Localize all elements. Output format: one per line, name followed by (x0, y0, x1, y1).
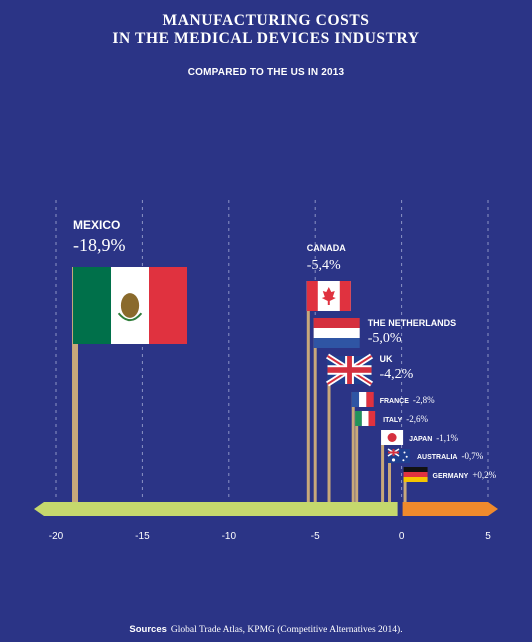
chart-title-line1: MANUFACTURING COSTS (162, 12, 370, 29)
chart-title: MANUFACTURING COSTS IN THE MEDICAL DEVIC… (0, 12, 532, 48)
value-label-japan: -1,1% (436, 433, 458, 443)
flag-pole (381, 430, 385, 502)
value-label-uk: -4,2% (380, 367, 414, 382)
flag-canton-cross (388, 451, 400, 454)
flag-stripe (403, 472, 428, 477)
australia-flag (387, 448, 411, 463)
flag-stripe (313, 318, 360, 328)
germany-flag (403, 467, 428, 482)
flag-band (306, 281, 318, 311)
x-tick-label: -20 (49, 531, 64, 542)
star-icon (405, 455, 408, 458)
maple-leaf-icon (321, 287, 336, 305)
sources-label: Sources (129, 624, 167, 635)
flag-emblem-wreath (117, 312, 143, 322)
flag-band (339, 281, 351, 311)
flag-stripe (351, 392, 360, 407)
value-label-italy: -2,6% (406, 414, 428, 424)
netherlands-flag (313, 318, 360, 348)
x-tick-label: 0 (399, 531, 405, 542)
country-label-the-netherlands: THE NETHERLANDS (368, 318, 457, 328)
flag-sun-disc (387, 433, 397, 442)
flag-emblem (120, 293, 140, 318)
flag-pole (351, 392, 355, 502)
star-icon (391, 458, 396, 462)
value-label-mexico: -18,9% (73, 235, 126, 255)
chart-title-line2: IN THE MEDICAL DEVICES INDUSTRY (112, 30, 420, 47)
flag-stripe (403, 467, 428, 472)
positive-axis-bar (402, 502, 498, 516)
mexico-flag (73, 267, 188, 344)
value-label-france: -2,8% (413, 395, 435, 405)
flag-stripe (366, 392, 374, 407)
value-label-canada: -5,4% (307, 258, 341, 273)
flag-pole (313, 318, 317, 502)
flag-stripe (313, 328, 360, 338)
x-tick-label: -15 (135, 531, 150, 542)
flag-stripe (73, 267, 112, 344)
flag-pole (72, 267, 79, 502)
country-label-italy: ITALY (383, 417, 402, 424)
flag-pole (388, 449, 392, 502)
x-tick-label: -10 (222, 531, 237, 542)
flag-pole (327, 356, 331, 502)
value-label-australia: -0,7% (461, 451, 483, 461)
star-icon (402, 459, 405, 462)
country-label-canada: CANADA (307, 243, 346, 253)
flag-pole (403, 467, 407, 502)
star-icon (403, 451, 406, 454)
x-tick-label: 5 (485, 531, 491, 542)
country-label-australia: AUSTRALIA (417, 454, 457, 461)
flag-pole (306, 281, 310, 502)
japan-flag (381, 430, 404, 445)
flag-cross-red (327, 367, 372, 373)
uk-flag (326, 353, 374, 387)
france-flag (351, 392, 374, 407)
flag-stripe (368, 411, 376, 426)
sources-text: Global Trade Atlas, KPMG (Competitive Al… (170, 625, 403, 635)
canada-flag (306, 281, 351, 311)
country-label-mexico: MEXICO (73, 218, 120, 232)
country-label-japan: JAPAN (409, 436, 432, 443)
country-label-france: FRANCE (380, 398, 409, 405)
flag-stripe (361, 411, 369, 426)
flag-stripe (149, 267, 188, 344)
italy-flag (355, 411, 376, 426)
country-label-germany: GERMANY (433, 473, 469, 480)
flag-stripe (359, 392, 367, 407)
negative-axis-bar (34, 502, 398, 516)
chart-subtitle: COMPARED TO THE US IN 2013 (187, 67, 345, 78)
value-label-the-netherlands: -5,0% (368, 331, 402, 346)
flag-stripe (403, 477, 428, 482)
flag-pole (355, 411, 359, 502)
value-label-germany: +0,2% (472, 470, 496, 480)
flag-stripe (355, 411, 362, 426)
country-label-uk: UK (380, 354, 393, 364)
x-tick-label: -5 (311, 531, 320, 542)
sources-note: Sources Global Trade Atlas, KPMG (Competi… (0, 624, 532, 635)
flag-stripe (313, 338, 360, 348)
